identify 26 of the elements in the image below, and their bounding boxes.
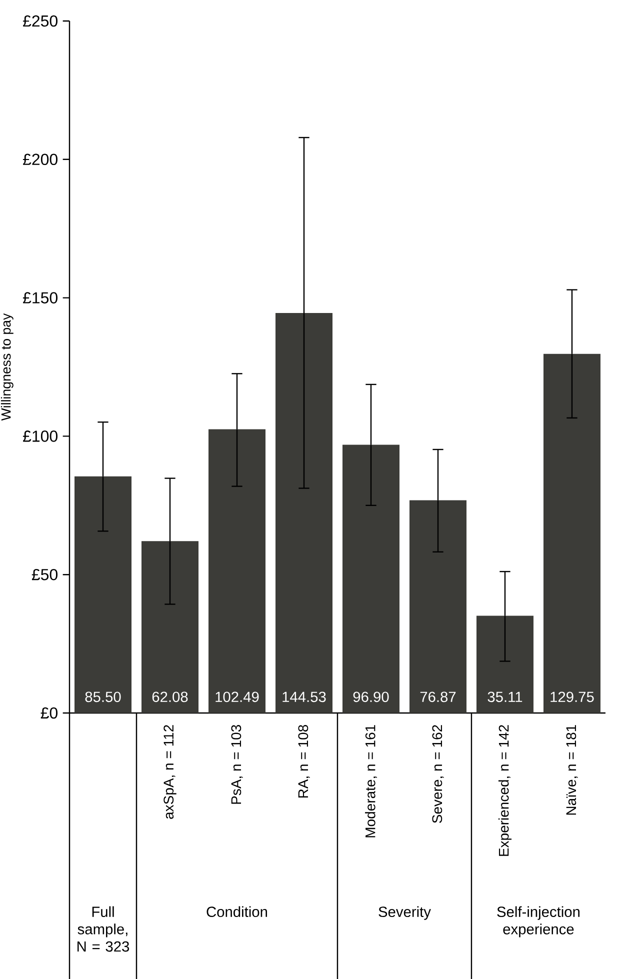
- data-label: 35.11: [488, 692, 522, 702]
- x-tick-label: Naïve, n = 181: [566, 725, 578, 815]
- x-tick-label: axSpA, n = 112: [164, 725, 176, 819]
- data-label: 85.50: [85, 692, 121, 702]
- x-tick-label: PsA, n = 103: [231, 725, 243, 804]
- data-label: 76.87: [420, 692, 456, 702]
- y-tick-label: £150: [22, 292, 58, 304]
- x-tick-label: Moderate, n = 161: [365, 725, 377, 838]
- text: Full sample, N = 323: [78, 906, 130, 952]
- x-tick-label: Experienced, n = 142: [498, 725, 512, 856]
- y-tick-label: £250: [22, 15, 58, 27]
- data-label: 96.90: [353, 692, 389, 702]
- text: Self-injection experience: [497, 906, 580, 938]
- data-label: 144.53: [282, 692, 326, 702]
- data-label: 62.08: [152, 692, 188, 702]
- y-tick-label: £0: [40, 707, 58, 719]
- data-label: 129.75: [550, 692, 594, 702]
- y-axis-title: Willingness to pay: [0, 313, 14, 421]
- y-tick-label: £50: [32, 568, 58, 580]
- text: Severity: [378, 906, 431, 920]
- data-label: 102.49: [216, 692, 259, 702]
- y-tick-label: £200: [22, 154, 58, 166]
- y-tick-label: £100: [22, 430, 58, 442]
- x-tick-label: RA, n = 108: [298, 725, 310, 798]
- text: Condition: [206, 906, 267, 918]
- x-tick-label: Severe, n = 162: [432, 725, 444, 823]
